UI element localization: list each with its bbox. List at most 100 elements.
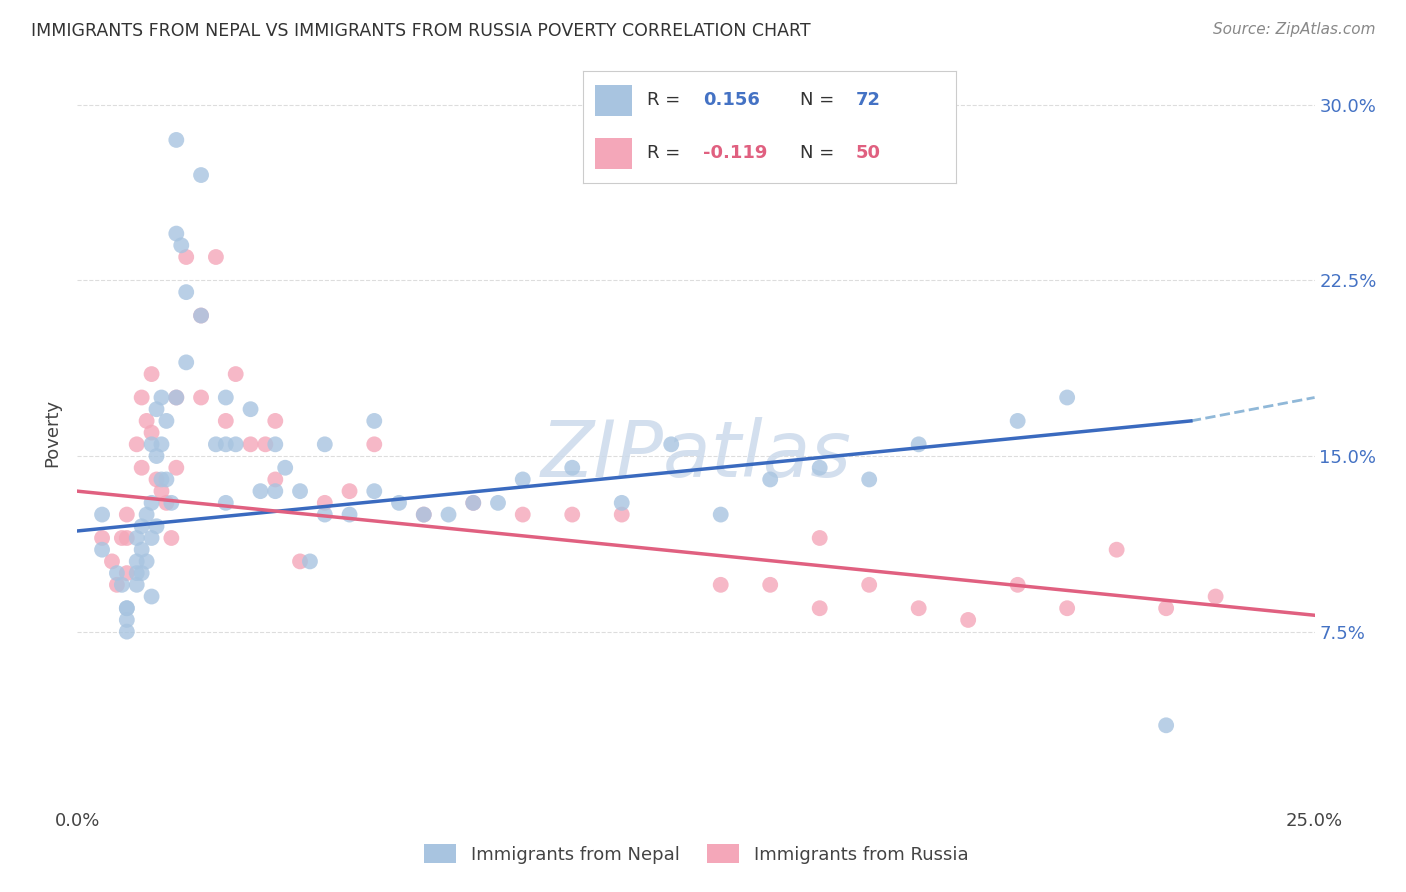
Point bbox=[155, 496, 177, 510]
Text: R =: R = bbox=[647, 91, 686, 109]
Point bbox=[1105, 542, 1128, 557]
Point bbox=[239, 402, 262, 417]
Point bbox=[145, 449, 167, 463]
Point bbox=[264, 472, 287, 486]
Point bbox=[225, 367, 247, 381]
Text: -0.119: -0.119 bbox=[703, 145, 768, 162]
Point bbox=[150, 391, 173, 405]
Point bbox=[131, 542, 153, 557]
Point bbox=[512, 508, 534, 522]
Point bbox=[91, 542, 114, 557]
Point bbox=[463, 496, 485, 510]
Point bbox=[125, 566, 148, 580]
Point bbox=[111, 531, 134, 545]
Point bbox=[141, 425, 163, 440]
Point bbox=[145, 519, 167, 533]
Point bbox=[298, 554, 321, 568]
Point bbox=[437, 508, 460, 522]
Point bbox=[288, 554, 311, 568]
Point bbox=[141, 367, 163, 381]
Point bbox=[131, 519, 153, 533]
Point bbox=[150, 472, 173, 486]
Point bbox=[264, 414, 287, 428]
Point bbox=[115, 531, 138, 545]
Text: 72: 72 bbox=[855, 91, 880, 109]
Text: 0.156: 0.156 bbox=[703, 91, 759, 109]
Text: Source: ZipAtlas.com: Source: ZipAtlas.com bbox=[1212, 22, 1375, 37]
Point bbox=[314, 508, 336, 522]
Point bbox=[91, 531, 114, 545]
Point bbox=[907, 601, 929, 615]
Point bbox=[1007, 578, 1029, 592]
Point bbox=[239, 437, 262, 451]
Point bbox=[274, 460, 297, 475]
Point bbox=[165, 227, 187, 241]
Point bbox=[858, 472, 880, 486]
Text: ZIPatlas: ZIPatlas bbox=[540, 417, 852, 493]
Point bbox=[141, 590, 163, 604]
Point bbox=[135, 554, 157, 568]
Point bbox=[1154, 718, 1177, 732]
Point bbox=[1154, 601, 1177, 615]
Point bbox=[115, 601, 138, 615]
Y-axis label: Poverty: Poverty bbox=[44, 399, 62, 467]
Point bbox=[264, 437, 287, 451]
Point bbox=[135, 508, 157, 522]
Point bbox=[141, 437, 163, 451]
Point bbox=[808, 601, 831, 615]
Point bbox=[131, 566, 153, 580]
Point bbox=[363, 414, 385, 428]
Point bbox=[710, 508, 733, 522]
Point bbox=[174, 285, 197, 299]
Point bbox=[1056, 601, 1078, 615]
Point bbox=[363, 437, 385, 451]
Point bbox=[141, 531, 163, 545]
Point bbox=[610, 508, 633, 522]
Point bbox=[254, 437, 277, 451]
Point bbox=[125, 437, 148, 451]
Point bbox=[215, 496, 238, 510]
Point bbox=[190, 309, 212, 323]
Point bbox=[105, 566, 128, 580]
Point bbox=[165, 391, 187, 405]
Point bbox=[512, 472, 534, 486]
Point bbox=[141, 496, 163, 510]
Point bbox=[339, 508, 361, 522]
Bar bbox=[595, 85, 631, 116]
Point bbox=[155, 472, 177, 486]
Point bbox=[1007, 414, 1029, 428]
Point bbox=[115, 624, 138, 639]
Point bbox=[125, 554, 148, 568]
Point bbox=[165, 391, 187, 405]
Point bbox=[131, 391, 153, 405]
Point bbox=[858, 578, 880, 592]
Point bbox=[165, 460, 187, 475]
Point bbox=[659, 437, 682, 451]
Point bbox=[115, 508, 138, 522]
Text: N =: N = bbox=[800, 145, 839, 162]
Point bbox=[111, 578, 134, 592]
Point bbox=[174, 355, 197, 369]
Point bbox=[215, 437, 238, 451]
Legend: Immigrants from Nepal, Immigrants from Russia: Immigrants from Nepal, Immigrants from R… bbox=[416, 838, 976, 871]
Point bbox=[264, 484, 287, 499]
Point bbox=[91, 508, 114, 522]
Point bbox=[907, 437, 929, 451]
Point bbox=[170, 238, 193, 252]
Point bbox=[150, 484, 173, 499]
Point bbox=[486, 496, 509, 510]
Point bbox=[160, 531, 183, 545]
Point bbox=[190, 168, 212, 182]
Point bbox=[215, 414, 238, 428]
Text: N =: N = bbox=[800, 91, 839, 109]
Point bbox=[150, 437, 173, 451]
Point bbox=[412, 508, 434, 522]
Point bbox=[135, 414, 157, 428]
Point bbox=[463, 496, 485, 510]
Point bbox=[957, 613, 980, 627]
Point bbox=[339, 484, 361, 499]
Point bbox=[710, 578, 733, 592]
Point bbox=[363, 484, 385, 499]
Point bbox=[205, 250, 228, 264]
Point bbox=[101, 554, 124, 568]
